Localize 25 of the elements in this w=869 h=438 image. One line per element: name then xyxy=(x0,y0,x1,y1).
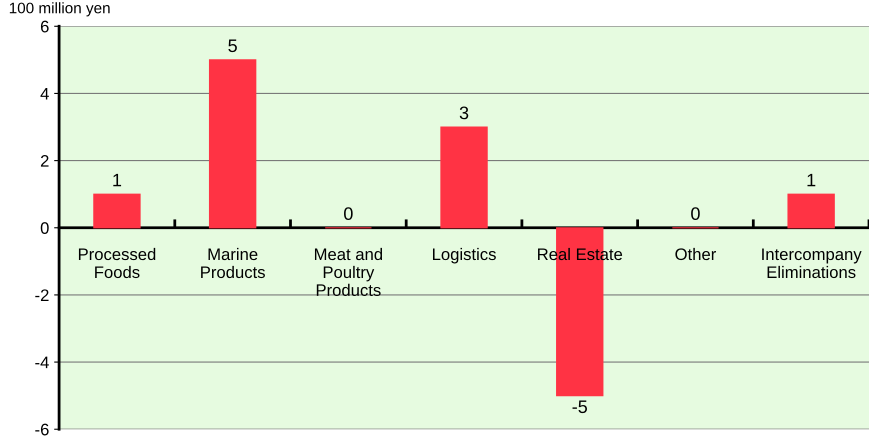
data-label: -5 xyxy=(572,400,588,414)
x-tick-label: Intercompany Eliminations xyxy=(762,248,862,278)
x-tick-label: Processed Foods xyxy=(78,248,156,278)
y-tick-label: 2 xyxy=(40,155,49,167)
data-label: 0 xyxy=(691,207,700,220)
y-tick-label: -6 xyxy=(35,424,49,436)
bar xyxy=(208,59,256,228)
y-tick-label: 0 xyxy=(40,222,49,234)
y-axis-title: 100 million yen xyxy=(10,2,110,16)
bar xyxy=(93,194,141,228)
data-label: 0 xyxy=(344,207,353,220)
bar xyxy=(440,126,488,228)
data-label: 1 xyxy=(808,174,816,186)
x-tick-label: Other xyxy=(675,248,716,260)
bar xyxy=(787,194,835,228)
y-tick-label: -4 xyxy=(35,356,49,368)
y-tick-label: 6 xyxy=(40,20,49,32)
y-tick-label: -2 xyxy=(35,289,49,301)
x-tick-label: Marine Products xyxy=(201,248,265,278)
y-tick-label: 4 xyxy=(40,88,49,100)
x-tick-label: Meat and Poultry Products xyxy=(314,248,382,296)
data-label: 1 xyxy=(113,174,122,186)
x-tick-label: Logistics xyxy=(432,248,496,264)
data-label: 3 xyxy=(460,106,468,120)
data-label: 5 xyxy=(228,40,237,52)
